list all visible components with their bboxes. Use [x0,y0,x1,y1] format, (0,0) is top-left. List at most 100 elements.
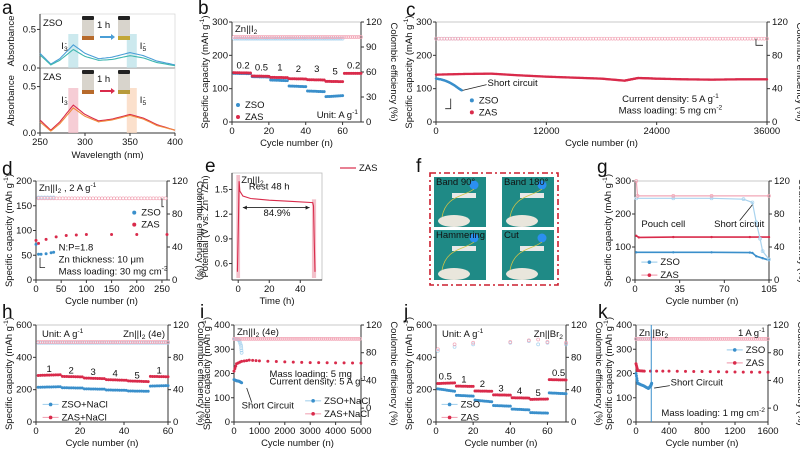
capacity-point [74,386,78,390]
ce-point [765,36,769,41]
x-tick-label: 1600 [757,426,778,437]
ce-point [93,340,98,344]
annotation: Zn thickness: 10 μm [59,254,144,265]
wire [509,241,543,271]
short-circuit-arrow [462,84,487,91]
capacity-point [60,386,64,390]
x-axis-label: Cycle number (n) [65,296,138,307]
vial-cap [82,70,94,74]
text-span: 2+ [199,192,206,200]
y-tick-label: 200 [616,369,632,380]
y2-tick-label: 0 [774,275,779,286]
ce-point [343,337,348,341]
battery-label [452,246,476,251]
capacity-point [56,385,60,389]
ce-point [311,337,316,341]
ce-point [239,348,244,353]
peak-label: I3- [61,40,68,53]
ce-point [73,340,78,344]
capacity-point [71,375,75,379]
y-axis-label: Potential (V vs. Zn2+/Zn) [199,175,211,277]
capacity-point [69,375,73,379]
ce-point [310,35,315,39]
legend-marker [236,103,240,107]
ce-point [274,35,279,39]
capacity-point [700,370,704,374]
y-tick-label: 100 [212,84,228,95]
photo-label: Band 90° [436,177,475,188]
capacity-point [87,387,91,391]
ce-point [139,196,144,201]
ce-point [244,337,249,341]
ce-line [635,180,769,197]
capacity-point [82,387,86,391]
text-span: -1 [352,109,358,116]
hand [506,268,538,280]
capacity-point [692,369,696,373]
arrow-label: 1 h [97,20,110,31]
capacity-point [78,386,82,390]
peak-band [68,88,79,133]
capacity-point [162,384,166,388]
capacity-point [122,378,126,382]
ce-point [142,196,147,201]
y-tick-label: 1.5 [215,184,228,195]
text-span: g [604,326,615,331]
x-tick-label: 20 [264,284,275,295]
text-span: Zn|| [235,24,251,35]
x-tick-label: 35 [674,284,685,295]
y-tick-label: 200 [212,50,228,61]
ce-point [274,337,279,341]
ce-point [319,337,324,341]
capacity-point [44,252,48,256]
ce-point [739,337,744,341]
photo: Band 90° [434,177,486,227]
arrow-head-icon [111,88,115,94]
capacity-point [85,387,89,391]
capacity-point [120,378,124,382]
ce-point [344,35,349,39]
capacity-point [100,387,104,391]
capacity-point [758,370,762,374]
vial-cap [82,16,94,20]
x-tick-label: 0 [231,426,236,437]
ce-point [236,337,240,341]
capacity-point [317,361,321,365]
text-span: -1 [602,177,609,183]
legend-label: ZAS [359,163,377,174]
ce-point [755,337,760,341]
ce-point [323,337,328,341]
ce-point [714,337,719,341]
ce-point [122,340,126,344]
ce-point [722,337,727,341]
ce-point [115,196,119,201]
text-span: g [603,183,614,188]
ce-point [508,340,513,344]
ce-point [652,337,657,341]
ce-point [166,340,170,344]
ce-point [724,337,729,341]
ce-point [155,340,159,344]
annotation-current-density: Current density: 5 A g-1 [622,93,719,105]
text-span: -1 [3,177,10,183]
text-span: Unit: A [442,329,472,340]
ce-point [325,337,330,341]
y2-tick-label: 40 [571,385,582,396]
y2-tick-label: 120 [366,17,382,28]
capacity-point [41,385,45,389]
x-tick-label: 0 [33,426,38,437]
capacity-point [84,232,88,236]
ce-point [238,35,243,39]
capacity-point [471,394,475,398]
legend-marker [48,415,53,420]
ce-point [471,340,475,345]
ce-point [256,337,261,341]
ce-point [250,337,255,341]
capacity-point [741,370,745,374]
ce-point [289,35,293,39]
ce-point [337,337,342,341]
y2-axis-label: Coulombic efficiency (%) [795,321,800,425]
ce-point [689,337,694,341]
ce-point [252,337,257,341]
